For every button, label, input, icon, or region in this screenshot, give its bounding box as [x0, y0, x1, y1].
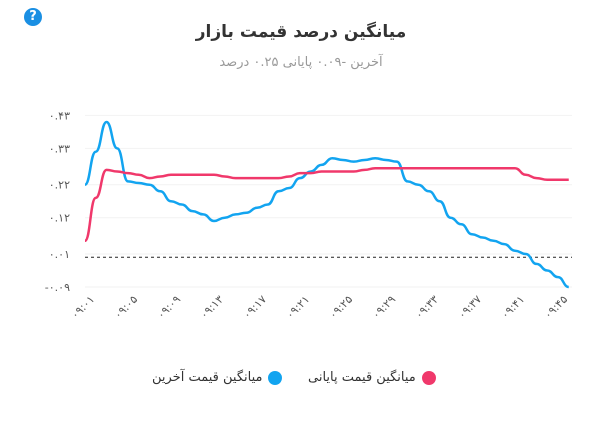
series-line-close — [83, 166, 569, 243]
legend-item-close[interactable]: میانگین قیمت پایانی — [308, 370, 436, 385]
legend-label-close: میانگین قیمت پایانی — [308, 370, 416, 385]
x-tick-label: ۰۹:۴۵ — [542, 293, 571, 322]
y-tick-label: ۰.۳۳ — [49, 142, 70, 155]
x-tick-label: ۰۹:۰۵ — [112, 293, 141, 322]
x-tick-label: ۰۹:۱۳ — [198, 293, 227, 322]
x-tick-label: ۰۹:۳۳ — [413, 293, 442, 322]
legend-label-last: میانگین قیمت آخرین — [152, 370, 263, 385]
x-tick-label: ۰۹:۴۱ — [499, 293, 528, 322]
chart-title: میانگین درصد قیمت بازار — [195, 22, 407, 42]
y-tick-label: ۰.۰۱ — [49, 248, 70, 261]
legend-dot-last — [268, 370, 283, 385]
legend-dot-close — [421, 370, 436, 385]
x-tick-label: ۰۹:۲۱ — [284, 293, 313, 322]
x-tick-label: ۰۹:۳۷ — [456, 293, 485, 322]
y-tick-label: ۰.۲۲ — [49, 179, 70, 192]
y-tick-label: ۰.۴۳ — [49, 109, 70, 122]
legend-item-last[interactable]: میانگین قیمت آخرین — [152, 370, 283, 385]
chart-subtitle: آخرین -۰.۰۹ پایانی ۰.۲۵ درصد — [219, 55, 383, 70]
x-tick-label: ۰۹:۰۱ — [69, 293, 98, 322]
x-tick-label: ۰۹:۲۵ — [327, 293, 356, 322]
x-tick-label: ۰۹:۰۹ — [155, 293, 184, 322]
y-tick-label: ۰.۱۲ — [49, 212, 70, 225]
series-line-last — [83, 120, 570, 289]
help-icon[interactable]: ? — [24, 8, 42, 26]
x-tick-label: ۰۹:۲۹ — [370, 293, 399, 322]
y-tick-label: -۰.۰۹ — [45, 281, 70, 294]
x-tick-label: ۰۹:۱۷ — [241, 293, 270, 322]
